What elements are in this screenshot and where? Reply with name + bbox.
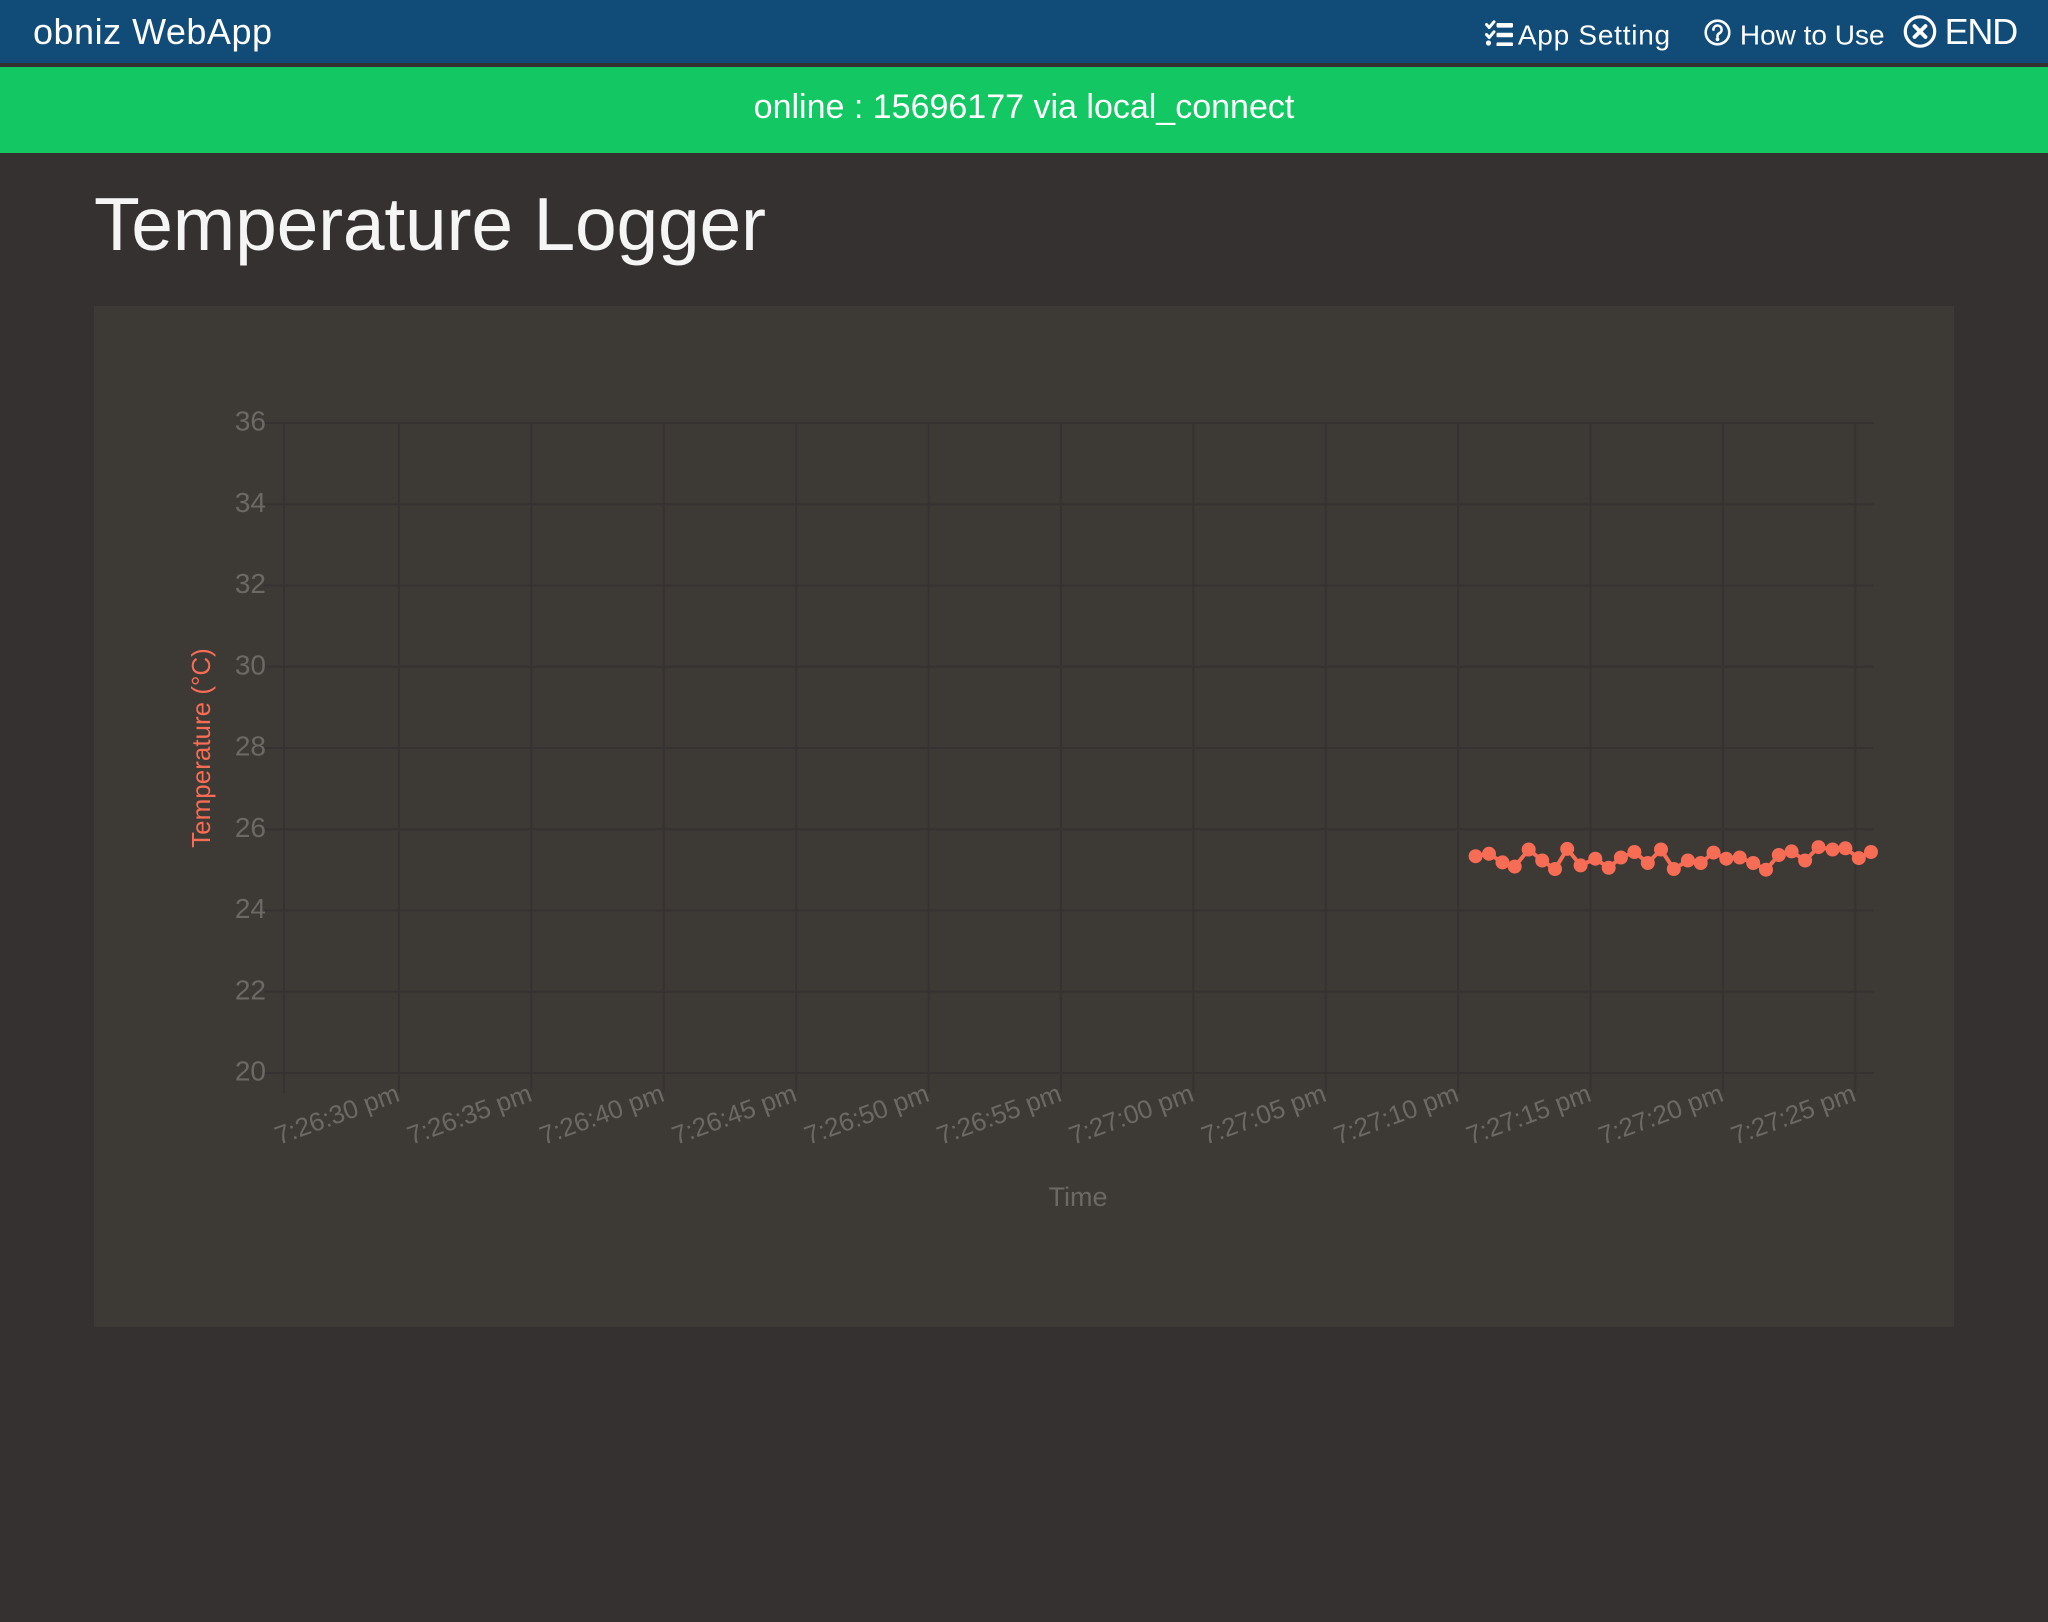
svg-text:7:27:05 pm: 7:27:05 pm	[1197, 1078, 1330, 1151]
svg-text:34: 34	[235, 487, 266, 518]
svg-text:7:26:30 pm: 7:26:30 pm	[271, 1078, 404, 1151]
svg-text:Time: Time	[1049, 1182, 1108, 1212]
svg-text:26: 26	[235, 812, 266, 843]
svg-text:7:26:55 pm: 7:26:55 pm	[933, 1078, 1066, 1151]
svg-text:7:26:45 pm: 7:26:45 pm	[668, 1078, 801, 1151]
svg-text:32: 32	[235, 568, 266, 599]
svg-text:Temperature (°C): Temperature (°C)	[186, 648, 216, 848]
svg-text:24: 24	[235, 893, 266, 924]
svg-text:7:26:35 pm: 7:26:35 pm	[403, 1078, 536, 1151]
svg-text:7:26:50 pm: 7:26:50 pm	[800, 1078, 933, 1151]
svg-text:20: 20	[235, 1056, 266, 1087]
svg-text:7:26:40 pm: 7:26:40 pm	[535, 1078, 668, 1151]
svg-text:30: 30	[235, 649, 266, 680]
svg-text:7:27:00 pm: 7:27:00 pm	[1065, 1078, 1198, 1151]
svg-text:22: 22	[235, 974, 266, 1005]
svg-text:36: 36	[235, 406, 266, 437]
svg-text:7:27:20 pm: 7:27:20 pm	[1595, 1078, 1728, 1151]
svg-text:28: 28	[235, 731, 266, 762]
svg-text:7:27:25 pm: 7:27:25 pm	[1727, 1078, 1860, 1151]
svg-text:7:27:15 pm: 7:27:15 pm	[1462, 1078, 1595, 1151]
svg-text:7:27:10 pm: 7:27:10 pm	[1330, 1078, 1463, 1151]
